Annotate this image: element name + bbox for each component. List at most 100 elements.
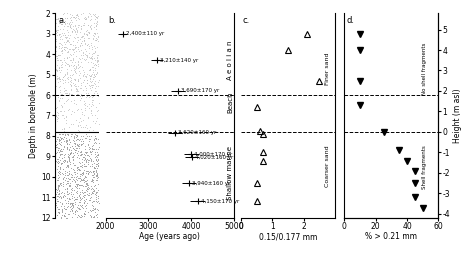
Point [81, 174, 89, 178]
Point [77, 24, 84, 28]
Point [51, 206, 59, 210]
Point [88, 179, 95, 183]
Point [52, 57, 59, 61]
Point [81, 106, 89, 110]
Point [57, 136, 65, 140]
Point [73, 183, 81, 187]
Point [80, 212, 88, 216]
Point [72, 45, 80, 50]
Point [74, 92, 82, 97]
Point [53, 58, 61, 62]
Point [55, 148, 62, 152]
Point [57, 58, 64, 62]
Text: Coarser sand: Coarser sand [326, 146, 330, 187]
Point [56, 26, 64, 31]
Point [53, 157, 61, 161]
Point [64, 147, 71, 151]
Point [86, 213, 93, 217]
Point [81, 72, 88, 76]
Point [76, 215, 84, 219]
Point [84, 14, 91, 18]
Point [78, 34, 86, 38]
Point [80, 70, 88, 74]
Point [89, 52, 96, 56]
Point [62, 60, 69, 64]
Point [69, 146, 77, 150]
Point [66, 197, 73, 201]
Point [67, 11, 74, 16]
Point [76, 30, 84, 34]
Point [89, 208, 97, 212]
Point [63, 139, 71, 143]
Point [65, 36, 73, 40]
Point [86, 196, 94, 200]
Point [78, 171, 86, 175]
Point [82, 179, 89, 183]
Point [69, 57, 76, 62]
Point [80, 78, 87, 82]
Point [57, 191, 64, 195]
Point [66, 78, 74, 83]
Point [67, 207, 75, 211]
Point [72, 15, 80, 19]
Point [63, 189, 71, 193]
Point [63, 141, 71, 145]
Point [78, 203, 86, 207]
Point [83, 78, 91, 82]
Point [94, 58, 102, 63]
Point [69, 46, 77, 51]
Point [73, 29, 81, 33]
Point [91, 140, 99, 144]
Point [60, 195, 67, 199]
Point [76, 138, 83, 143]
Point [72, 65, 79, 69]
Point [64, 130, 71, 134]
Point [89, 36, 96, 40]
Point [70, 135, 78, 139]
Point [91, 166, 99, 170]
Point [94, 84, 101, 88]
Point [82, 42, 89, 46]
Point [62, 194, 69, 198]
Point [77, 203, 84, 207]
Point [53, 33, 61, 37]
Point [65, 91, 73, 95]
Point [71, 82, 79, 86]
Point [82, 101, 89, 106]
Point [80, 176, 88, 181]
Point [56, 142, 64, 146]
Point [68, 194, 76, 199]
Point [94, 182, 102, 186]
Point [65, 169, 73, 173]
Point [91, 136, 99, 140]
Point [78, 178, 85, 182]
Point [58, 45, 66, 49]
Point [66, 140, 73, 144]
Point [53, 137, 61, 142]
Point [73, 189, 81, 194]
Point [58, 152, 65, 156]
Point [92, 186, 100, 190]
Point [80, 195, 88, 199]
Point [58, 22, 65, 26]
Point [91, 49, 99, 54]
Point [87, 40, 95, 45]
Point [61, 158, 69, 162]
Point [77, 53, 85, 57]
Point [87, 109, 95, 113]
Point [90, 191, 97, 195]
Point [93, 154, 100, 158]
Point [62, 88, 70, 92]
Point [73, 134, 81, 138]
Point [76, 196, 84, 200]
Point [76, 186, 83, 190]
Point [59, 75, 67, 79]
Point [83, 134, 91, 139]
Point [77, 143, 85, 147]
Point [80, 32, 87, 36]
Point [79, 73, 87, 78]
Point [94, 39, 102, 43]
Point [77, 81, 85, 85]
Point [57, 103, 65, 107]
Point [54, 213, 61, 217]
